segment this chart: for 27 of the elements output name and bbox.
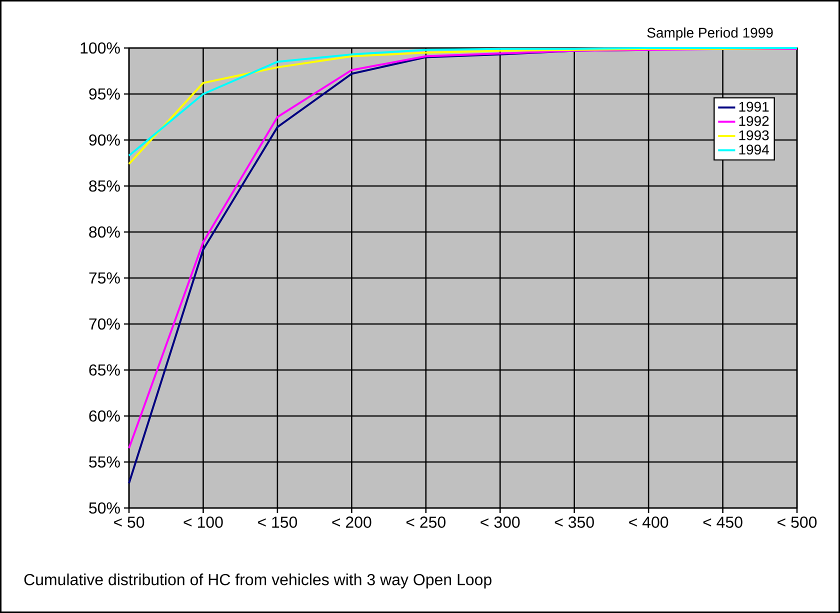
- x-tick-label: < 150: [258, 516, 298, 528]
- y-tick-label: 85%: [89, 180, 120, 192]
- chart-title: Sample Period 1999: [647, 27, 773, 40]
- y-tick-label: 50%: [89, 502, 120, 514]
- x-tick-label: < 350: [554, 516, 594, 528]
- y-tick-label: 75%: [89, 272, 120, 284]
- legend-label: 1991: [739, 102, 769, 112]
- legend-label: 1993: [739, 130, 769, 140]
- x-tick-label: < 250: [406, 516, 446, 528]
- y-tick-label: 90%: [89, 134, 120, 146]
- y-tick-label: 70%: [89, 318, 120, 330]
- y-tick-label: 100%: [80, 42, 120, 54]
- x-tick-label: < 200: [332, 516, 372, 528]
- y-tick-label: 60%: [89, 410, 120, 422]
- y-tick-label: 95%: [89, 88, 120, 100]
- x-tick-label: < 400: [629, 516, 668, 528]
- x-tick-label: < 300: [480, 516, 520, 528]
- y-tick-label: 65%: [89, 364, 120, 376]
- x-tick-label: < 500: [778, 516, 817, 528]
- x-tick-label: < 50: [114, 516, 144, 528]
- text: Cumulative distribution of HC from vehicles with 3 way Open Loop: [24, 574, 492, 588]
- legend-label: 1994: [739, 144, 769, 155]
- x-tick-label: < 100: [184, 516, 223, 528]
- y-tick-label: 55%: [89, 456, 120, 468]
- y-tick-label: 80%: [89, 226, 120, 238]
- legend-label: 1992: [739, 116, 769, 126]
- x-tick-label: < 450: [703, 516, 742, 528]
